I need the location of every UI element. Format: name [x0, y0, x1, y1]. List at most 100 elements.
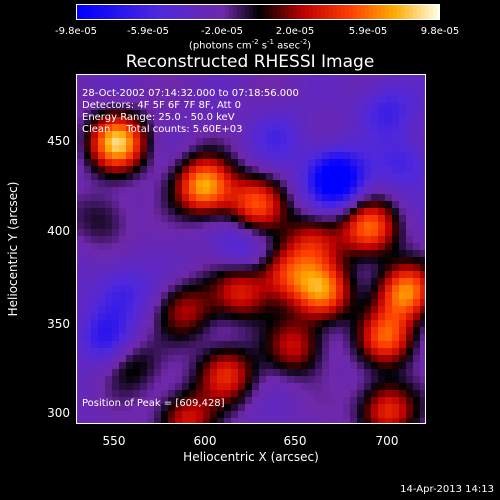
heatmap-cell: [413, 124, 421, 132]
heatmap-cell: [168, 187, 176, 195]
heatmap-cell: [84, 75, 92, 83]
heatmap-cell: [168, 418, 176, 423]
heatmap-cell: [357, 138, 365, 146]
heatmap-cell: [357, 201, 365, 209]
heatmap-cell: [231, 117, 239, 125]
heatmap-cell: [336, 383, 344, 391]
heatmap-cell: [350, 383, 358, 391]
heatmap-cell: [105, 89, 113, 97]
heatmap-cell: [378, 327, 386, 335]
heatmap-cell: [294, 138, 302, 146]
heatmap-cell: [119, 159, 127, 167]
heatmap-cell: [203, 166, 211, 174]
heatmap-cell: [252, 355, 260, 363]
heatmap-cell: [210, 299, 218, 307]
heatmap-cell: [364, 173, 372, 181]
heatmap-cell: [161, 103, 169, 111]
heatmap-cell: [175, 215, 183, 223]
heatmap-cell: [112, 180, 120, 188]
heatmap-cell: [189, 418, 197, 423]
heatmap-cell: [329, 348, 337, 356]
heatmap-cell: [175, 138, 183, 146]
heatmap-cell: [371, 82, 379, 90]
heatmap-cell: [161, 152, 169, 160]
heatmap-cell: [217, 362, 225, 370]
heatmap-cell: [238, 348, 246, 356]
heatmap-cell: [392, 341, 400, 349]
colorbar-segment: [417, 5, 422, 19]
chart-title: Reconstructed RHESSI Image: [125, 52, 375, 72]
heatmap-cell: [301, 292, 309, 300]
heatmap-cell: [245, 362, 253, 370]
heatmap-cell: [84, 243, 92, 251]
heatmap-cell: [322, 257, 330, 265]
heatmap-cell: [203, 334, 211, 342]
heatmap-cell: [350, 229, 358, 237]
heatmap-cell: [266, 369, 274, 377]
heatmap-cell: [98, 75, 106, 83]
heatmap-cell: [350, 355, 358, 363]
heatmap-cell: [280, 208, 288, 216]
heatmap-cell: [217, 222, 225, 230]
heatmap-cell: [77, 348, 85, 356]
heatmap-cell: [154, 166, 162, 174]
heatmap-cell: [392, 320, 400, 328]
heatmap-cell: [252, 404, 260, 412]
heatmap-cell: [126, 348, 134, 356]
heatmap-cell: [203, 229, 211, 237]
colorbar-segment: [425, 5, 430, 19]
heatmap-cell: [322, 404, 330, 412]
heatmap-cell: [252, 376, 260, 384]
heatmap-cell: [287, 264, 295, 272]
heatmap-cell: [238, 404, 246, 412]
heatmap-cell: [231, 110, 239, 118]
heatmap-cell: [119, 96, 127, 104]
heatmap-cell: [217, 355, 225, 363]
heatmap-cell: [343, 103, 351, 111]
heatmap-cell: [168, 327, 176, 335]
heatmap-cell: [378, 285, 386, 293]
heatmap-cell: [329, 250, 337, 258]
heatmap-cell: [112, 124, 120, 132]
heatmap-cell: [336, 201, 344, 209]
heatmap-cell: [336, 271, 344, 279]
heatmap-cell: [406, 145, 414, 153]
heatmap-cell: [105, 390, 113, 398]
heatmap-cell: [105, 264, 113, 272]
heatmap-cell: [231, 271, 239, 279]
heatmap-cell: [259, 208, 267, 216]
heatmap-cell: [105, 229, 113, 237]
heatmap-cell: [189, 215, 197, 223]
heatmap-cell: [329, 124, 337, 132]
heatmap-cell: [252, 243, 260, 251]
heatmap-cell: [336, 376, 344, 384]
heatmap-cell: [105, 285, 113, 293]
heatmap-cell: [210, 348, 218, 356]
heatmap-cell: [273, 271, 281, 279]
heatmap-cell: [385, 355, 393, 363]
heatmap-cell: [357, 355, 365, 363]
heatmap-cell: [203, 313, 211, 321]
heatmap-cell: [287, 411, 295, 419]
heatmap-cell: [210, 369, 218, 377]
heatmap-cell: [217, 285, 225, 293]
heatmap-cell: [168, 236, 176, 244]
heatmap-cell: [217, 243, 225, 251]
heatmap-cell: [126, 166, 134, 174]
heatmap-cell: [98, 103, 106, 111]
heatmap-cell: [385, 236, 393, 244]
heatmap-cell: [259, 222, 267, 230]
heatmap-cell: [406, 404, 414, 412]
heatmap-cell: [378, 264, 386, 272]
heatmap-cell: [189, 159, 197, 167]
heatmap-cell: [119, 383, 127, 391]
heatmap-cell: [98, 180, 106, 188]
heatmap-cell: [119, 166, 127, 174]
heatmap-cell: [140, 215, 148, 223]
heatmap-cell: [189, 208, 197, 216]
heatmap-cell: [119, 348, 127, 356]
heatmap-cell: [112, 138, 120, 146]
heatmap-cell: [182, 278, 190, 286]
heatmap-cell: [189, 201, 197, 209]
heatmap-cell: [308, 264, 316, 272]
